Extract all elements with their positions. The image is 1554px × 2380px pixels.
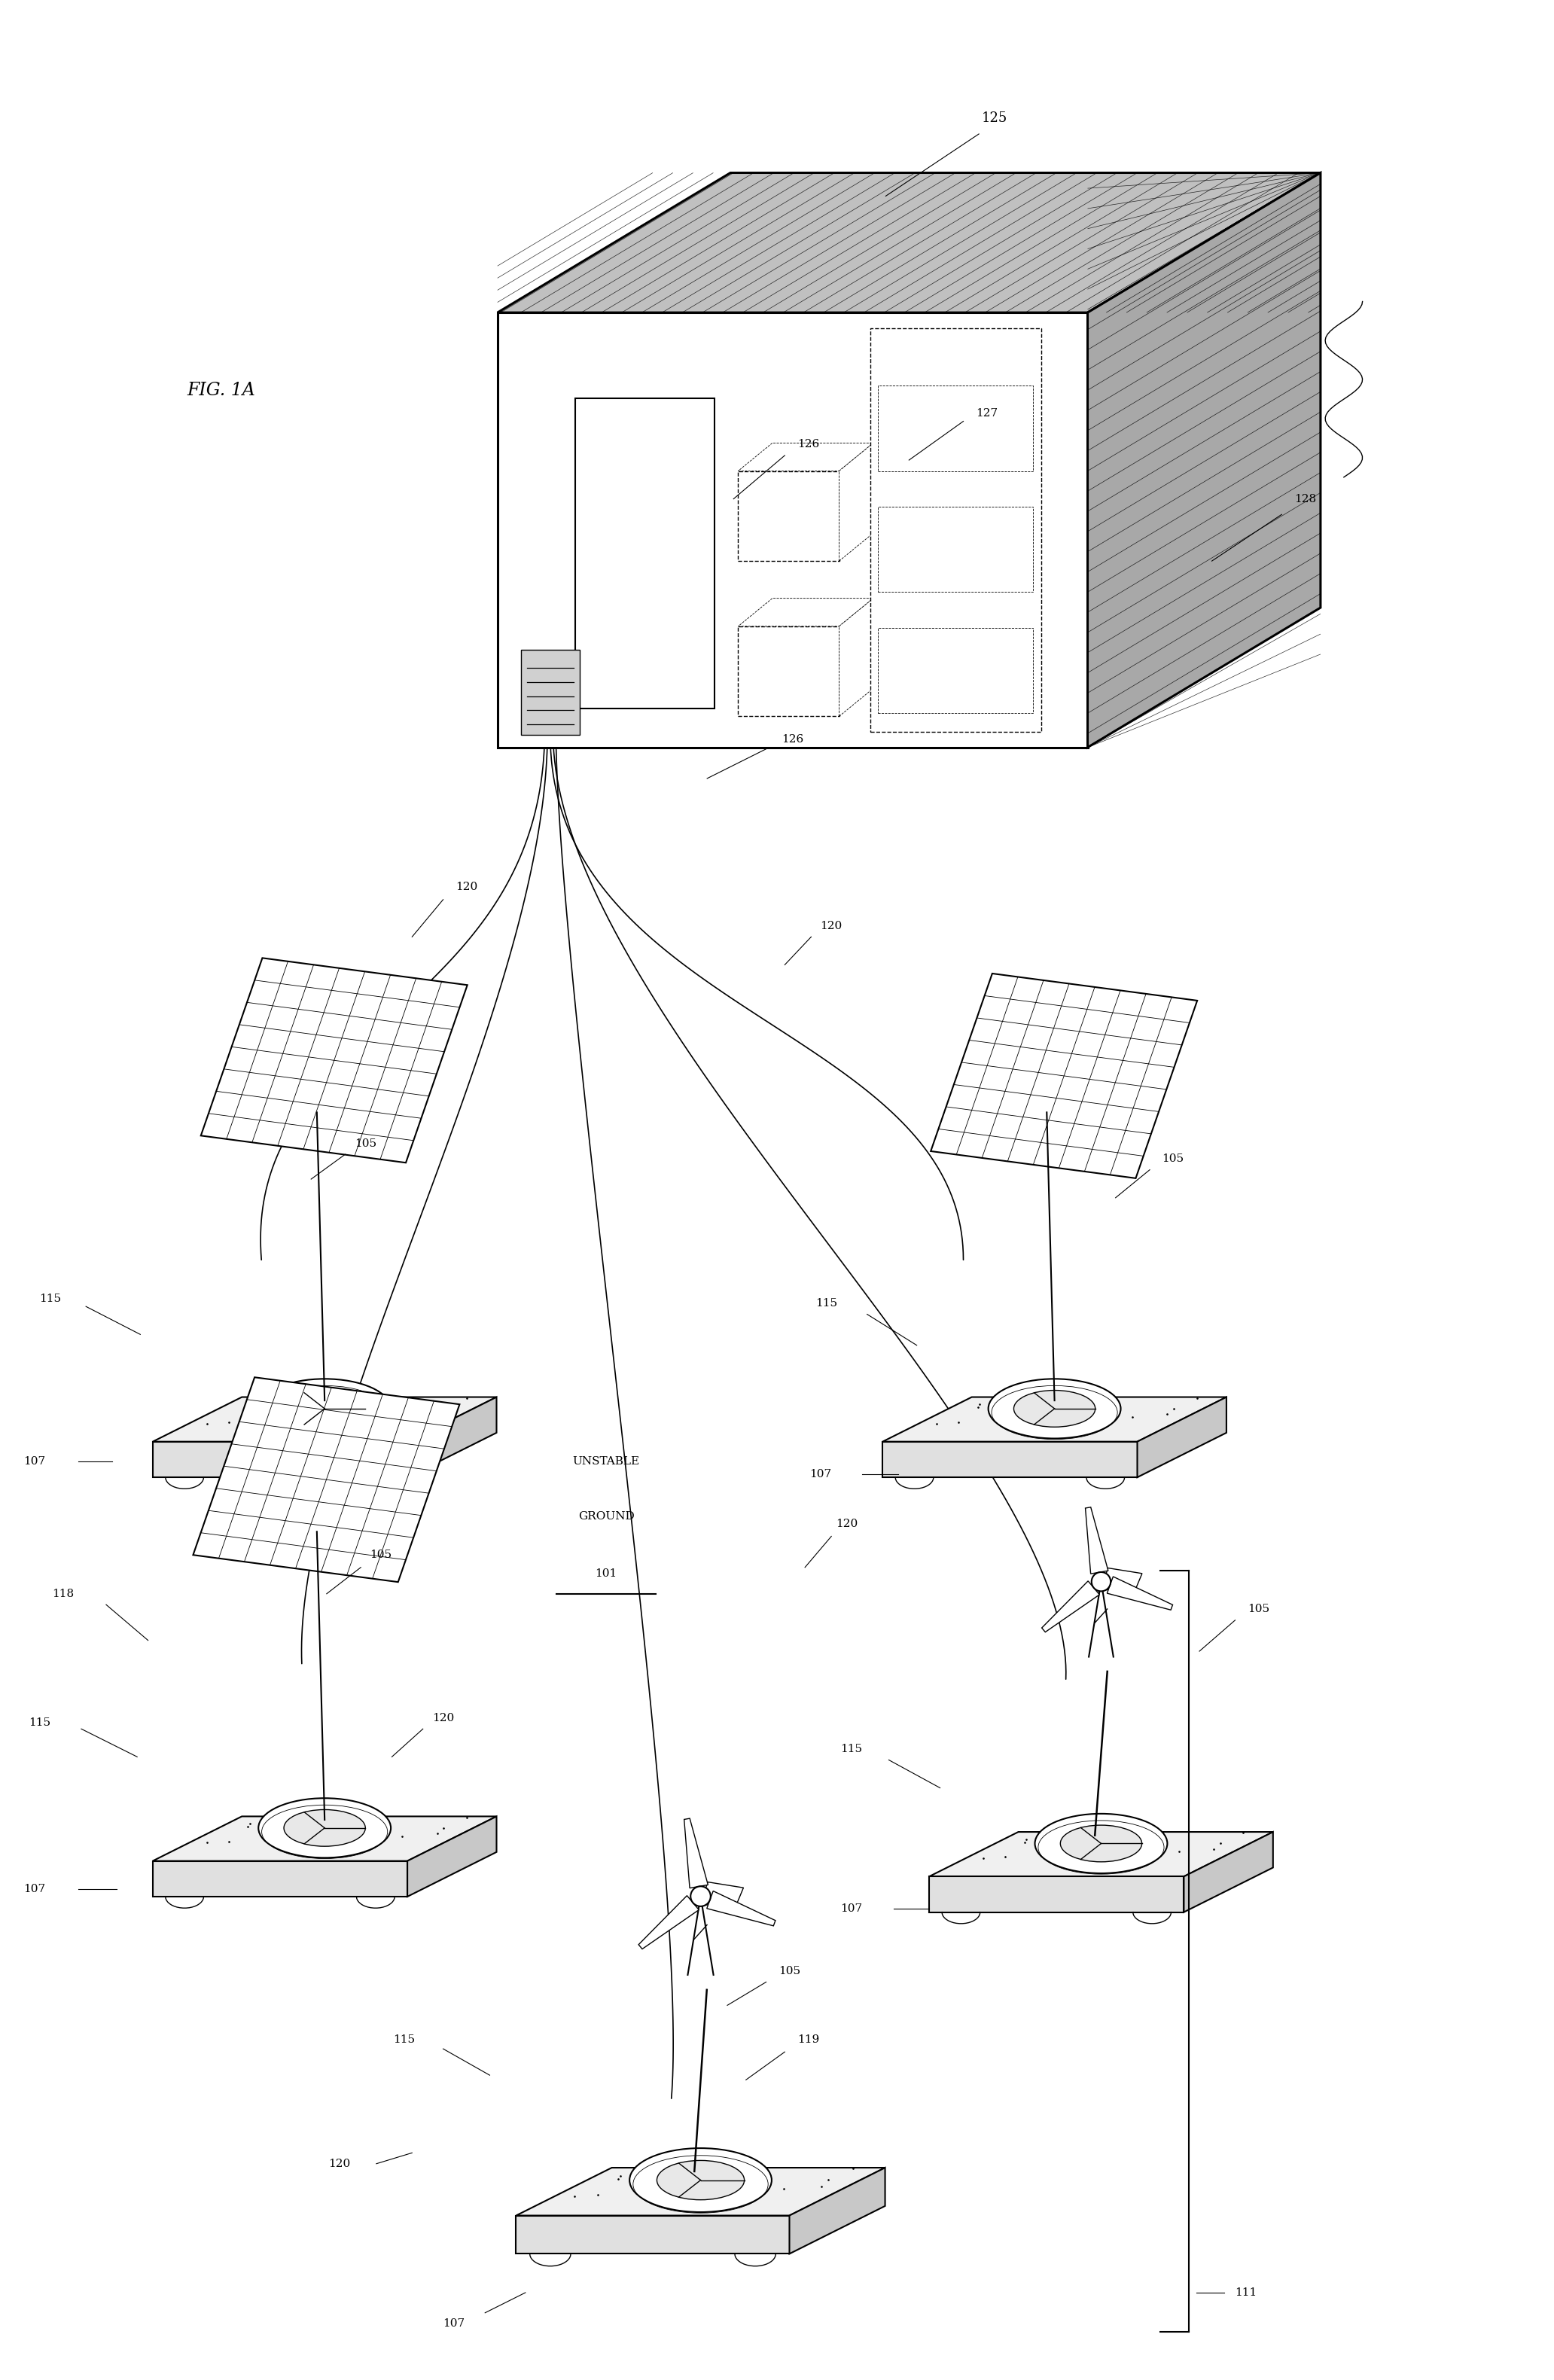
Polygon shape xyxy=(497,174,1321,312)
Text: UNSTABLE: UNSTABLE xyxy=(572,1457,640,1466)
Polygon shape xyxy=(929,1875,1184,1911)
Polygon shape xyxy=(152,1397,497,1442)
Text: 105: 105 xyxy=(370,1549,392,1561)
Polygon shape xyxy=(839,443,873,562)
Polygon shape xyxy=(193,1378,460,1583)
Polygon shape xyxy=(1102,1568,1142,1590)
Text: 127: 127 xyxy=(976,409,998,419)
Polygon shape xyxy=(738,597,873,626)
Polygon shape xyxy=(152,1816,497,1861)
Polygon shape xyxy=(789,2168,886,2254)
Polygon shape xyxy=(497,312,1088,747)
Polygon shape xyxy=(1088,174,1321,747)
Text: 107: 107 xyxy=(23,1457,45,1466)
Ellipse shape xyxy=(657,2161,744,2199)
Polygon shape xyxy=(1184,1833,1273,1911)
Text: 105: 105 xyxy=(1162,1154,1184,1164)
Polygon shape xyxy=(152,1442,407,1478)
Polygon shape xyxy=(738,443,873,471)
Text: 107: 107 xyxy=(23,1883,45,1894)
Text: 126: 126 xyxy=(797,440,819,450)
Text: FIG. 1A: FIG. 1A xyxy=(186,381,255,400)
Ellipse shape xyxy=(258,1378,392,1438)
Polygon shape xyxy=(516,2216,789,2254)
Ellipse shape xyxy=(1035,1814,1167,1873)
Text: 105: 105 xyxy=(354,1138,376,1150)
Text: 115: 115 xyxy=(841,1745,862,1754)
Polygon shape xyxy=(152,1861,407,1897)
Polygon shape xyxy=(575,397,715,709)
Text: 115: 115 xyxy=(39,1292,61,1304)
Polygon shape xyxy=(407,1397,497,1478)
Polygon shape xyxy=(1138,1397,1226,1478)
Text: 128: 128 xyxy=(1294,493,1316,505)
Ellipse shape xyxy=(1060,1825,1142,1861)
Text: 111: 111 xyxy=(1235,2287,1257,2299)
Text: 125: 125 xyxy=(982,112,1007,126)
Polygon shape xyxy=(738,471,839,562)
Text: 120: 120 xyxy=(432,1714,454,1723)
Polygon shape xyxy=(883,1397,1226,1442)
Polygon shape xyxy=(1106,1576,1173,1609)
Text: 115: 115 xyxy=(28,1718,50,1728)
Ellipse shape xyxy=(629,2149,772,2211)
Polygon shape xyxy=(878,386,1033,471)
Text: 105: 105 xyxy=(1248,1604,1270,1614)
Text: GROUND: GROUND xyxy=(578,1511,634,1521)
Text: 118: 118 xyxy=(51,1587,73,1599)
Ellipse shape xyxy=(258,1799,392,1859)
Polygon shape xyxy=(878,628,1033,714)
Text: 119: 119 xyxy=(797,2035,819,2044)
Text: 115: 115 xyxy=(816,1297,838,1309)
Polygon shape xyxy=(516,2168,886,2216)
Text: 115: 115 xyxy=(393,2035,415,2044)
Polygon shape xyxy=(870,328,1041,733)
Ellipse shape xyxy=(284,1809,365,1847)
Text: 107: 107 xyxy=(810,1468,831,1480)
Polygon shape xyxy=(839,597,873,716)
Ellipse shape xyxy=(284,1390,365,1428)
Text: 107: 107 xyxy=(841,1904,862,1914)
Text: 120: 120 xyxy=(455,883,477,892)
Circle shape xyxy=(690,1887,710,1906)
Polygon shape xyxy=(521,650,580,735)
Polygon shape xyxy=(883,1442,1138,1478)
Polygon shape xyxy=(200,959,468,1164)
Polygon shape xyxy=(878,507,1033,593)
Text: 105: 105 xyxy=(779,1966,800,1975)
Text: 101: 101 xyxy=(595,1568,617,1578)
Text: 107: 107 xyxy=(443,2318,465,2330)
Text: 120: 120 xyxy=(328,2159,350,2168)
Text: 120: 120 xyxy=(836,1518,858,1530)
Text: 120: 120 xyxy=(821,921,842,931)
Polygon shape xyxy=(929,1833,1273,1875)
Circle shape xyxy=(1091,1573,1111,1592)
Polygon shape xyxy=(1041,1580,1100,1633)
Polygon shape xyxy=(407,1816,497,1897)
Ellipse shape xyxy=(1013,1390,1096,1428)
Polygon shape xyxy=(738,626,839,716)
Ellipse shape xyxy=(988,1378,1120,1438)
Polygon shape xyxy=(1085,1507,1108,1573)
Polygon shape xyxy=(684,1818,709,1887)
Text: 126: 126 xyxy=(782,735,803,745)
Polygon shape xyxy=(931,973,1197,1178)
Polygon shape xyxy=(639,1894,699,1949)
Polygon shape xyxy=(707,1892,775,1925)
Polygon shape xyxy=(701,1883,743,1904)
